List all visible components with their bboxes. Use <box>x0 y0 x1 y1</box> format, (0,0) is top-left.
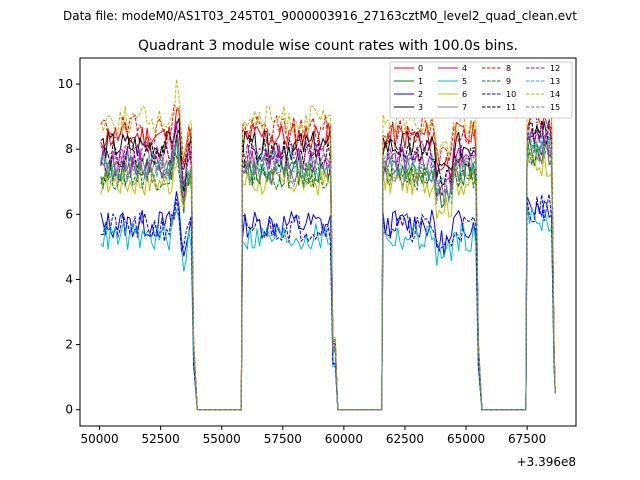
x-tick-label: 62500 <box>386 432 424 446</box>
y-tick-label: 8 <box>65 142 73 156</box>
chart-suptitle: Data file: modeM0/AS1T03_245T01_90000039… <box>63 9 577 23</box>
legend-label-7: 7 <box>462 103 467 112</box>
legend-label-1: 1 <box>418 77 423 86</box>
legend-label-10: 10 <box>506 90 516 99</box>
series-lines <box>100 79 556 411</box>
legend-label-3: 3 <box>418 103 423 112</box>
series-12-line <box>100 121 556 411</box>
series-14-line <box>100 79 556 411</box>
series-0-line <box>100 102 556 411</box>
series-1-line <box>100 138 556 411</box>
chart-title: Quadrant 3 module wise count rates with … <box>138 38 518 54</box>
legend-label-14: 14 <box>550 90 560 99</box>
legend-label-0: 0 <box>418 64 423 73</box>
series-2-line <box>100 191 556 411</box>
series-10-line <box>100 193 556 411</box>
y-tick-label: 6 <box>65 207 73 221</box>
legend-label-9: 9 <box>506 77 511 86</box>
legend-box <box>389 61 573 119</box>
x-tick-label: 65000 <box>447 432 485 446</box>
x-tick-label: 60000 <box>325 432 363 446</box>
series-9-line <box>100 135 556 411</box>
y-axis: 0 2 4 6 8 10 <box>58 77 80 417</box>
legend-label-5: 5 <box>462 77 467 86</box>
series-6-line <box>100 149 556 411</box>
legend-label-11: 11 <box>506 103 516 112</box>
legend-label-2: 2 <box>418 90 423 99</box>
legend-label-6: 6 <box>462 90 467 99</box>
series-5-line <box>100 205 556 411</box>
legend-label-12: 12 <box>550 64 560 73</box>
legend-label-15: 15 <box>550 103 560 112</box>
x-axis: 50000 52500 55000 57500 60000 62500 65000 67500 <box>80 426 546 446</box>
legend-label-4: 4 <box>462 64 467 73</box>
y-tick-label: 0 <box>65 403 73 417</box>
x-tick-label: 55000 <box>203 432 241 446</box>
x-tick-label: 57500 <box>264 432 302 446</box>
y-tick-label: 2 <box>65 338 73 352</box>
x-tick-label: 52500 <box>142 432 180 446</box>
y-tick-label: 10 <box>58 77 73 91</box>
plot-frame <box>79 57 577 427</box>
x-offset-text: +3.396e8 <box>517 455 576 469</box>
x-tick-label: 67500 <box>508 432 546 446</box>
x-tick-label: 50000 <box>80 432 118 446</box>
legend-label-8: 8 <box>506 64 511 73</box>
series-15-line <box>100 140 556 411</box>
legend-label-13: 13 <box>550 77 560 86</box>
y-tick-label: 4 <box>65 272 73 286</box>
